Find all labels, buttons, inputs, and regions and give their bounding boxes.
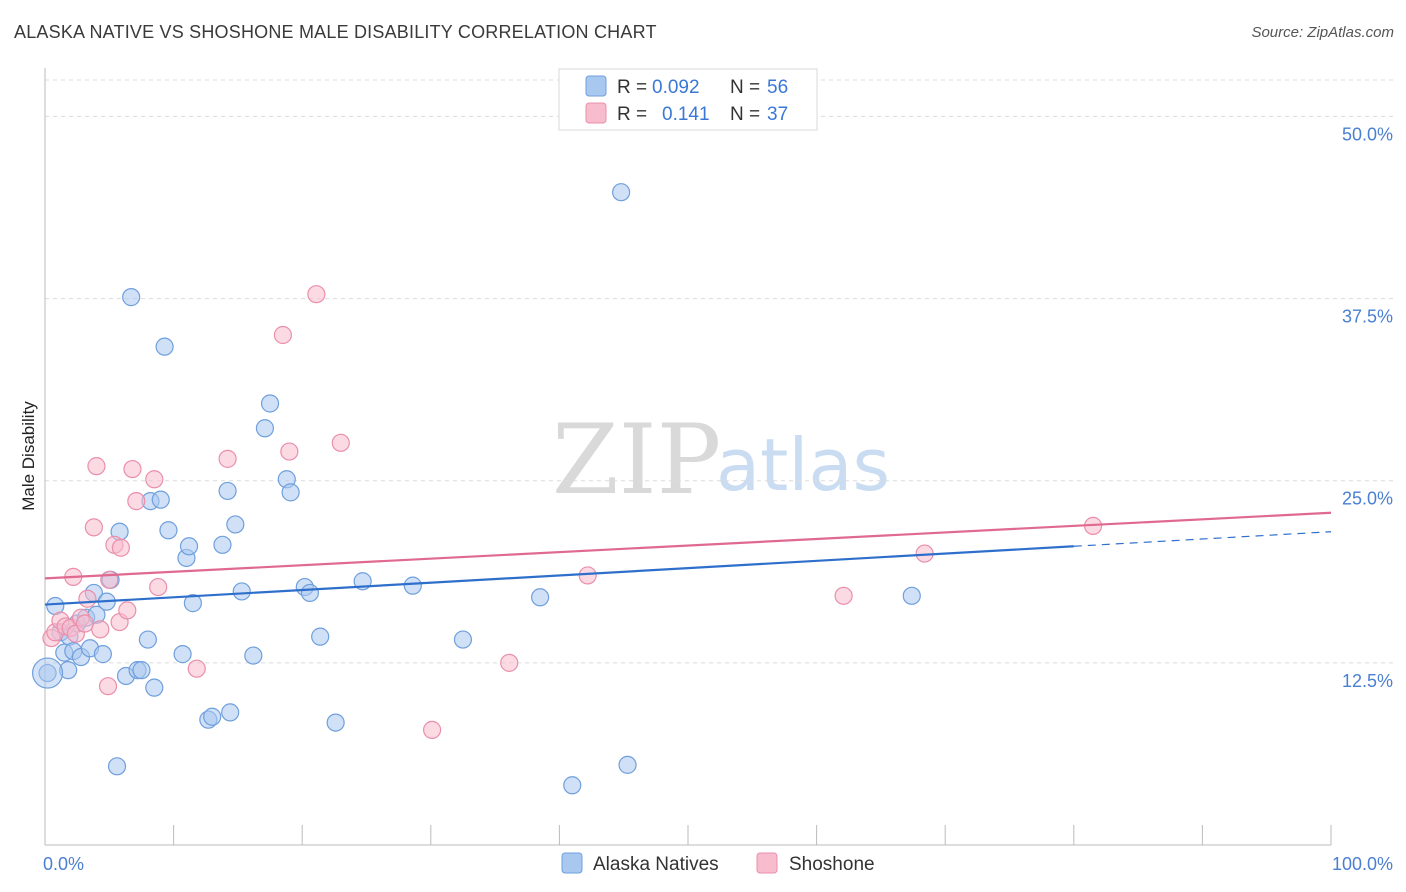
alaska-natives-point xyxy=(218,481,237,501)
legend-n-value: 37 xyxy=(767,104,788,125)
alaska-natives-point xyxy=(255,419,275,438)
alaska-natives-point xyxy=(612,183,631,202)
x-tick-label: 100.0% xyxy=(1332,854,1393,874)
alaska-natives-point xyxy=(221,703,240,722)
alaska-natives-point xyxy=(260,394,280,413)
alaska-natives-point xyxy=(618,755,637,774)
alaska-natives-point xyxy=(145,678,164,697)
alaska-natives-point xyxy=(244,646,263,665)
shoshone-point xyxy=(578,566,597,585)
legend-r-label: R = xyxy=(617,104,647,125)
shoshone-point xyxy=(280,442,299,461)
alaska-natives-point xyxy=(107,757,127,776)
series-alaska-natives xyxy=(31,183,921,795)
alaska-natives-cluster-point xyxy=(31,657,64,689)
shoshone-point xyxy=(123,459,142,479)
y-tick-label: 50.0% xyxy=(1342,124,1393,144)
alaska-natives-point xyxy=(403,576,422,595)
bottom-legend: Alaska Natives Shoshone xyxy=(561,852,875,875)
alaska-natives-point xyxy=(300,583,320,603)
shoshone-point xyxy=(84,518,103,537)
alaska-natives-point xyxy=(563,776,582,795)
chart-source: Source: ZipAtlas.com xyxy=(1251,24,1394,41)
alaska-natives-point xyxy=(173,645,192,664)
tick-labels: 12.5% 25.0% 37.5% 50.0% 0.0% 100.0% xyxy=(43,124,1393,874)
alaska-natives-point xyxy=(232,582,251,601)
trend-line-shoshone xyxy=(44,511,1332,580)
shoshone-point xyxy=(87,457,106,476)
watermark-atlas: atlas xyxy=(716,423,890,507)
legend-r-label: R = xyxy=(617,77,647,98)
shoshone-point xyxy=(834,586,853,605)
alaska-natives-point xyxy=(203,707,222,726)
bottom-legend-alaska-natives: Alaska Natives xyxy=(593,854,719,875)
shoshone-point xyxy=(218,449,237,468)
bottom-legend-swatch-alaska-natives xyxy=(561,852,583,874)
trend-line-alaska-natives xyxy=(44,545,1074,606)
legend-n-value: 56 xyxy=(767,77,788,98)
trend-lines xyxy=(44,511,1332,606)
legend-n-label: N = xyxy=(730,104,760,125)
alaska-natives-point xyxy=(281,483,300,502)
shoshone-point xyxy=(331,433,350,452)
alaska-natives-point xyxy=(159,521,178,540)
y-tick-label: 25.0% xyxy=(1342,489,1393,509)
shoshone-point xyxy=(98,677,118,696)
watermark-zip: ZIP xyxy=(552,404,721,516)
bottom-legend-shoshone: Shoshone xyxy=(789,854,875,875)
alaska-natives-point xyxy=(226,515,245,534)
alaska-natives-point xyxy=(151,490,170,509)
shoshone-point xyxy=(422,720,442,739)
shoshone-point xyxy=(118,601,137,620)
alaska-natives-point xyxy=(531,588,550,607)
alaska-natives-point xyxy=(179,537,199,556)
axes xyxy=(44,68,1332,846)
chart-title: ALASKA NATIVE VS SHOSHONE MALE DISABILIT… xyxy=(14,22,657,42)
legend: R = 0.092 N = 56 R = 0.141 N = 37 xyxy=(558,68,818,131)
grid-lines xyxy=(45,79,1395,664)
alaska-natives-point xyxy=(453,630,473,649)
legend-swatch-alaska-natives xyxy=(585,75,607,97)
shoshone-point xyxy=(273,325,293,345)
alaska-natives-point xyxy=(122,288,141,307)
alaska-natives-point xyxy=(93,645,112,664)
shoshone-point xyxy=(127,492,146,511)
alaska-natives-point xyxy=(311,627,330,646)
series-shoshone xyxy=(42,285,1103,739)
shoshone-point xyxy=(149,577,168,597)
shoshone-point xyxy=(145,470,164,489)
trend-line-alaska-natives-extension xyxy=(1073,531,1332,547)
alaska-natives-point xyxy=(183,594,202,613)
y-tick-label: 12.5% xyxy=(1342,671,1393,691)
bottom-legend-swatch-shoshone xyxy=(756,852,778,874)
legend-swatch-shoshone xyxy=(585,102,607,124)
alaska-natives-point xyxy=(132,661,151,680)
alaska-natives-point xyxy=(902,586,921,605)
y-axis-title: Male Disability xyxy=(19,401,38,511)
x-tick-label: 0.0% xyxy=(43,854,84,874)
shoshone-point xyxy=(307,285,326,304)
shoshone-point xyxy=(91,620,110,639)
alaska-natives-point xyxy=(213,535,232,554)
shoshone-point xyxy=(75,614,94,633)
shoshone-point xyxy=(111,538,130,557)
alaska-natives-point xyxy=(155,337,174,356)
y-tick-label: 37.5% xyxy=(1342,307,1393,327)
shoshone-point xyxy=(500,653,519,672)
alaska-natives-point xyxy=(138,630,157,649)
legend-r-value: 0.092 xyxy=(652,77,700,98)
legend-r-value: 0.141 xyxy=(662,104,710,125)
alaska-natives-point xyxy=(326,713,345,732)
shoshone-point xyxy=(78,589,97,608)
legend-n-label: N = xyxy=(730,77,760,98)
shoshone-point xyxy=(187,659,206,678)
